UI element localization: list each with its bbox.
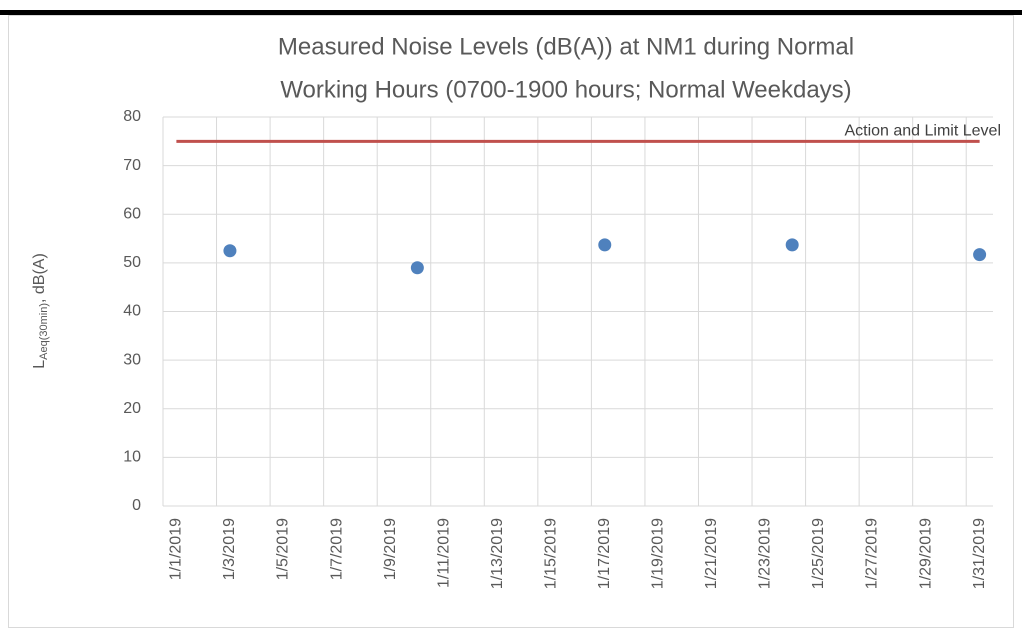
x-tick-label: 1/17/2019 xyxy=(596,518,613,589)
x-tick-label: 1/21/2019 xyxy=(703,518,720,589)
x-tick-label: 1/31/2019 xyxy=(971,518,988,589)
chart-title: Measured Noise Levels (dB(A)) at NM1 dur… xyxy=(278,33,854,60)
x-tick-label: 1/19/2019 xyxy=(650,518,667,589)
x-tick-label: 1/5/2019 xyxy=(275,518,292,580)
y-tick-label: 10 xyxy=(123,449,141,466)
x-tick-label: 1/29/2019 xyxy=(917,518,934,589)
x-tick-label: 1/11/2019 xyxy=(435,518,452,588)
y-tick-label: 60 xyxy=(123,205,141,222)
top-bar xyxy=(0,10,1022,15)
point xyxy=(973,248,987,262)
x-tick-label: 1/27/2019 xyxy=(864,518,881,589)
y-label-main: L xyxy=(31,360,48,369)
chart-title: Working Hours (0700-1900 hours; Normal W… xyxy=(280,76,851,103)
point xyxy=(223,244,237,258)
y-tick-label: 20 xyxy=(123,400,141,417)
x-tick-label: 1/9/2019 xyxy=(382,518,399,580)
x-tick-label: 1/25/2019 xyxy=(810,518,827,589)
y-tick-label: 50 xyxy=(123,254,141,271)
point xyxy=(598,238,612,252)
x-tick-label: 1/7/2019 xyxy=(328,518,345,580)
x-tick-label: 1/3/2019 xyxy=(221,518,238,580)
y-tick-label: 30 xyxy=(123,351,141,368)
point xyxy=(785,238,799,252)
x-tick-label: 1/1/2019 xyxy=(168,518,185,580)
y-tick-label: 0 xyxy=(132,497,141,514)
y-axis-label: LAeq(30min), dB(A) xyxy=(31,253,50,369)
x-tick-label: 1/13/2019 xyxy=(489,518,506,589)
point xyxy=(410,261,424,275)
y-tick-label: 80 xyxy=(123,108,141,125)
y-tick-label: 70 xyxy=(123,157,141,174)
x-tick-label: 1/15/2019 xyxy=(542,518,559,589)
x-tick-label: 1/23/2019 xyxy=(757,518,774,589)
y-tick-label: 40 xyxy=(123,303,141,320)
y-label-rest: , dB(A) xyxy=(31,253,48,303)
y-label-sub: Aeq(30min) xyxy=(38,303,50,360)
chart-border xyxy=(8,15,1014,628)
line-label: Action and Limit Level xyxy=(844,123,1001,140)
